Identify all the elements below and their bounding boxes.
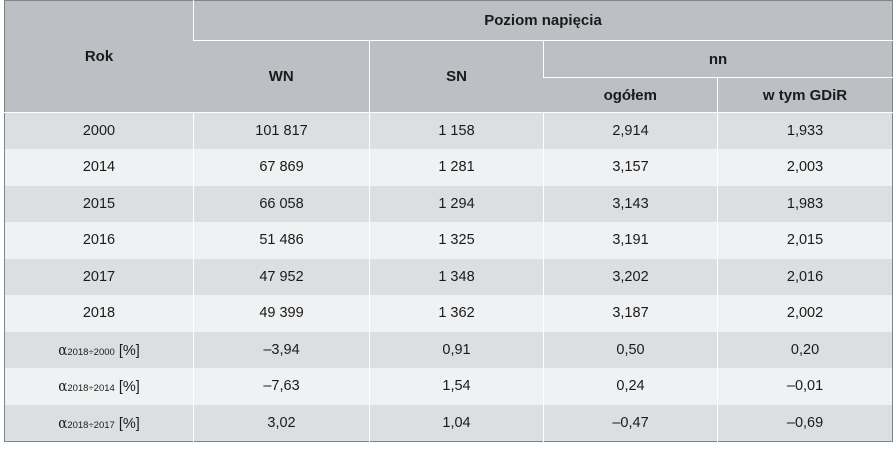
table-row: 2016 51 486 1 325 3,191 2,015 bbox=[4, 222, 893, 259]
cell-rok: 2017 bbox=[4, 258, 194, 295]
cell-rok: 2015 bbox=[4, 185, 194, 222]
alpha-symbol: α bbox=[58, 377, 68, 396]
cell-sn: 1 348 bbox=[369, 258, 544, 295]
cell-rok: 2000 bbox=[4, 112, 194, 149]
table-body: 2000 101 817 1 158 2,914 1,933 2014 67 8… bbox=[4, 112, 893, 441]
cell-gdir: 2,016 bbox=[716, 258, 893, 295]
header-wn: WN bbox=[193, 40, 370, 113]
cell-gdir: 2,002 bbox=[716, 295, 893, 332]
cell-ogolem: 3,202 bbox=[543, 258, 718, 295]
header-sn: SN bbox=[369, 40, 544, 113]
cell-wn: 101 817 bbox=[193, 112, 370, 149]
alpha-unit: [%] bbox=[114, 415, 140, 432]
cell-sn: 1,54 bbox=[369, 368, 544, 405]
table-row: 2017 47 952 1 348 3,202 2,016 bbox=[4, 258, 893, 295]
cell-ogolem: 2,914 bbox=[543, 112, 718, 149]
cell-sn: 1 362 bbox=[369, 295, 544, 332]
table-row: 2015 66 058 1 294 3,143 1,983 bbox=[4, 185, 893, 222]
cell-gdir: 1,933 bbox=[716, 112, 893, 149]
alpha-unit: [%] bbox=[114, 342, 140, 359]
header-nn: nn bbox=[542, 40, 893, 78]
table-row: 2018 49 399 1 362 3,187 2,002 bbox=[4, 295, 893, 332]
cell-rok: 2016 bbox=[4, 222, 194, 259]
cell-wn: –7,63 bbox=[193, 368, 370, 405]
cell-alpha-label: α2018÷2017 [%] bbox=[4, 404, 194, 441]
table-header: Rok Poziom napięcia WN SN nn ogółem w ty… bbox=[4, 0, 893, 113]
cell-alpha-label: α2018÷2000 [%] bbox=[4, 331, 194, 368]
header-ogolem: ogółem bbox=[543, 77, 718, 113]
cell-sn: 0,91 bbox=[369, 331, 544, 368]
alpha-symbol: α bbox=[58, 340, 68, 359]
cell-ogolem: 0,24 bbox=[543, 368, 718, 405]
cell-rok: 2018 bbox=[4, 295, 194, 332]
alpha-subscript: 2018÷2017 bbox=[67, 419, 115, 431]
cell-gdir: 2,003 bbox=[716, 149, 893, 186]
table-row-alpha: α2018÷2017 [%] 3,02 1,04 –0,47 –0,69 bbox=[4, 404, 893, 441]
alpha-symbol: α bbox=[58, 413, 68, 432]
cell-sn: 1 325 bbox=[369, 222, 544, 259]
cell-sn: 1 294 bbox=[369, 185, 544, 222]
voltage-level-table: Rok Poziom napięcia WN SN nn ogółem w ty… bbox=[4, 0, 894, 442]
cell-wn: 49 399 bbox=[193, 295, 370, 332]
cell-ogolem: 3,143 bbox=[543, 185, 718, 222]
cell-wn: 3,02 bbox=[193, 404, 370, 441]
header-rok: Rok bbox=[4, 0, 194, 113]
cell-sn: 1 281 bbox=[369, 149, 544, 186]
cell-sn: 1,04 bbox=[369, 404, 544, 441]
cell-wn: 47 952 bbox=[193, 258, 370, 295]
alpha-unit: [%] bbox=[114, 379, 140, 396]
table-row: 2014 67 869 1 281 3,157 2,003 bbox=[4, 149, 893, 186]
table-row-alpha: α2018÷2014 [%] –7,63 1,54 0,24 –0,01 bbox=[4, 368, 893, 405]
cell-ogolem: –0,47 bbox=[543, 404, 718, 441]
header-poziom-napiecia: Poziom napięcia bbox=[192, 0, 893, 41]
cell-gdir: 0,20 bbox=[716, 331, 893, 368]
alpha-subscript: 2018÷2000 bbox=[67, 346, 115, 358]
cell-wn: 67 869 bbox=[193, 149, 370, 186]
cell-wn: –3,94 bbox=[193, 331, 370, 368]
cell-gdir: 1,983 bbox=[716, 185, 893, 222]
cell-ogolem: 3,191 bbox=[543, 222, 718, 259]
cell-wn: 51 486 bbox=[193, 222, 370, 259]
alpha-subscript: 2018÷2014 bbox=[67, 383, 115, 395]
cell-ogolem: 0,50 bbox=[543, 331, 718, 368]
table-row-alpha: α2018÷2000 [%] –3,94 0,91 0,50 0,20 bbox=[4, 331, 893, 368]
cell-sn: 1 158 bbox=[369, 112, 544, 149]
header-gdir: w tym GDiR bbox=[716, 77, 893, 113]
cell-alpha-label: α2018÷2014 [%] bbox=[4, 368, 194, 405]
cell-ogolem: 3,187 bbox=[543, 295, 718, 332]
cell-gdir: –0,01 bbox=[716, 368, 893, 405]
cell-wn: 66 058 bbox=[193, 185, 370, 222]
cell-rok: 2014 bbox=[4, 149, 194, 186]
cell-gdir: 2,015 bbox=[716, 222, 893, 259]
cell-ogolem: 3,157 bbox=[543, 149, 718, 186]
cell-gdir: –0,69 bbox=[716, 404, 893, 441]
table-row: 2000 101 817 1 158 2,914 1,933 bbox=[4, 112, 893, 149]
